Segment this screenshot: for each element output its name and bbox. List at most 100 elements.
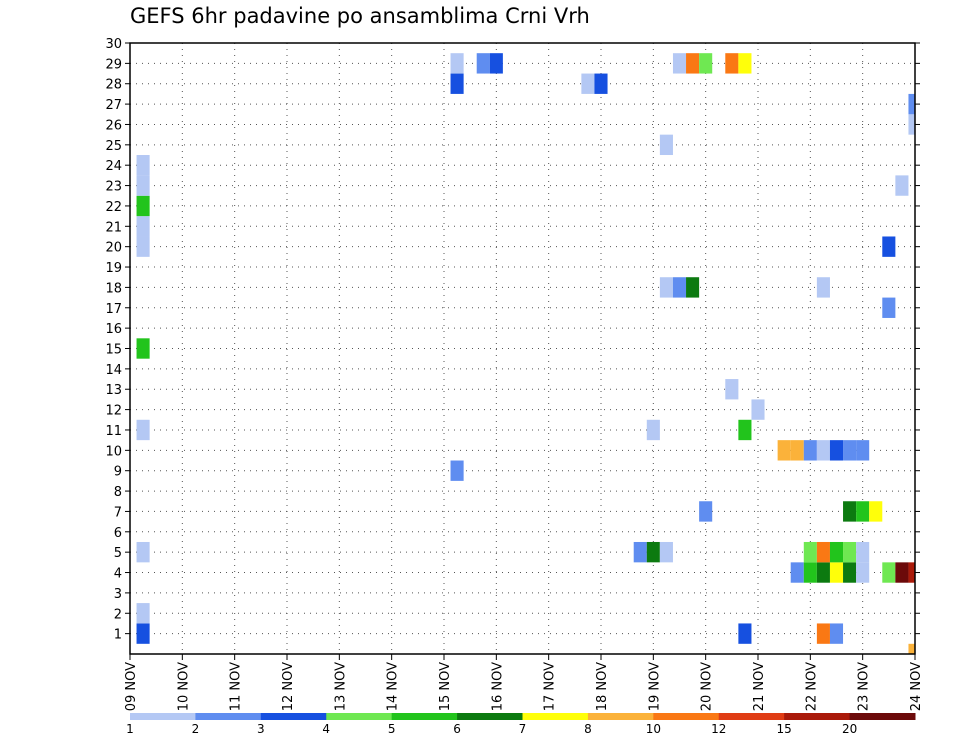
heatmap-cell	[136, 338, 150, 359]
heatmap-cell	[843, 440, 857, 461]
legend-swatch	[587, 713, 654, 720]
heatmap-cell	[816, 541, 830, 563]
x-tick-label: 15 NOV	[438, 662, 453, 711]
legend-swatch	[457, 713, 523, 720]
legend-label: 20	[842, 722, 857, 736]
heatmap-cell	[136, 155, 150, 176]
heatmap-cell	[790, 562, 804, 583]
heatmap-cell	[633, 541, 647, 563]
y-tick-label: 6	[114, 526, 122, 541]
heatmap-cell	[581, 73, 595, 94]
y-tick-label: 13	[105, 383, 122, 398]
heatmap-cell	[829, 562, 844, 583]
x-tick-label: 13 NOV	[333, 662, 348, 711]
heatmap-cell	[816, 440, 830, 461]
heatmap-cell	[829, 623, 844, 644]
heatmap-cell	[450, 73, 464, 94]
heatmap-cell	[829, 541, 844, 563]
y-tick-label: 7	[114, 505, 122, 520]
y-axis: 1234567891011121314151617181920212223242…	[105, 37, 920, 643]
legend-label: 7	[519, 722, 527, 736]
legend-swatch	[849, 713, 916, 720]
legend-swatch	[260, 713, 327, 720]
heatmap-cell	[136, 236, 150, 257]
heatmap-cell	[136, 195, 150, 217]
heatmap-cell	[895, 175, 909, 196]
heatmap-cell	[672, 277, 687, 298]
y-tick-label: 25	[105, 139, 122, 154]
heatmap-cell	[659, 277, 673, 298]
y-tick-label: 28	[105, 78, 122, 93]
heatmap-cell	[843, 541, 857, 563]
legend-swatch	[718, 713, 785, 720]
heatmap-cell	[646, 541, 660, 563]
heatmap-cell	[803, 562, 817, 583]
heatmap-cell	[136, 623, 150, 644]
heatmap-cell	[699, 501, 713, 522]
heatmap-cell	[882, 236, 896, 257]
y-tick-label: 15	[105, 343, 122, 358]
x-tick-label: 19 NOV	[647, 662, 662, 711]
heatmap-cell	[790, 440, 804, 461]
x-tick-label: 14 NOV	[386, 662, 401, 711]
x-tick-label: 21 NOV	[752, 662, 767, 711]
legend-label: 3	[257, 722, 265, 736]
heatmap-cell	[489, 53, 503, 74]
x-tick-label: 22 NOV	[804, 662, 819, 711]
x-tick-label: 23 NOV	[857, 662, 872, 711]
legend-label: 1	[126, 722, 134, 736]
heatmap-cell	[738, 623, 752, 644]
y-tick-label: 4	[114, 567, 122, 582]
y-tick-label: 1	[114, 628, 122, 643]
x-tick-label: 09 NOV	[124, 662, 139, 711]
heatmap-cell	[136, 541, 150, 563]
heatmap-cell	[450, 460, 464, 481]
heatmap-cell	[725, 379, 739, 400]
heatmap-cell	[869, 501, 883, 522]
heatmap-cell	[882, 297, 896, 318]
x-tick-label: 11 NOV	[229, 662, 244, 711]
heatmap-cell	[136, 216, 150, 237]
y-tick-label: 19	[105, 261, 122, 276]
chart-title: GEFS 6hr padavine po ansamblima Crni Vrh	[130, 4, 590, 28]
heatmap-cell	[816, 623, 830, 644]
legend-swatch	[195, 713, 262, 720]
heatmap-cell	[816, 277, 830, 298]
heatmap-cell	[829, 440, 844, 461]
y-tick-label: 29	[105, 57, 122, 72]
y-tick-label: 14	[105, 363, 122, 378]
y-tick-label: 23	[105, 180, 122, 195]
y-tick-label: 17	[105, 302, 122, 317]
heatmap-cell	[646, 419, 660, 441]
x-tick-label: 17 NOV	[543, 662, 558, 711]
legend-label: 4	[322, 722, 330, 736]
y-tick-label: 16	[105, 322, 122, 337]
legend-swatch	[326, 713, 393, 720]
y-tick-label: 10	[105, 444, 122, 459]
heatmap-cell	[908, 93, 915, 115]
heatmap-cell	[803, 440, 817, 461]
y-tick-label: 20	[105, 241, 122, 256]
y-tick-label: 11	[105, 424, 122, 439]
data-cells	[136, 53, 915, 654]
heatmap-cell	[856, 501, 870, 522]
legend-label: 6	[453, 722, 461, 736]
y-tick-label: 30	[105, 37, 122, 52]
legend-label: 10	[646, 722, 661, 736]
legend-swatch	[130, 713, 196, 720]
heatmap-cell	[895, 562, 909, 583]
y-tick-label: 18	[105, 281, 122, 296]
heatmap-cell	[659, 541, 673, 563]
legend-label: 12	[711, 722, 726, 736]
heatmap-cell	[908, 643, 915, 654]
x-tick-label: 24 NOV	[909, 662, 924, 711]
heatmap-cell	[136, 175, 150, 196]
heatmap-cell	[843, 562, 857, 583]
heatmap-cell	[450, 53, 464, 74]
x-axis: 09 NOV 10 NOV 11 NOV 12 NOV 13 NOV 14 NOV 15 N…	[124, 654, 924, 711]
x-tick-label: 12 NOV	[281, 662, 296, 711]
heatmap-cell	[751, 399, 765, 420]
heatmap-cell	[777, 440, 791, 461]
heatmap-cell	[908, 114, 915, 135]
